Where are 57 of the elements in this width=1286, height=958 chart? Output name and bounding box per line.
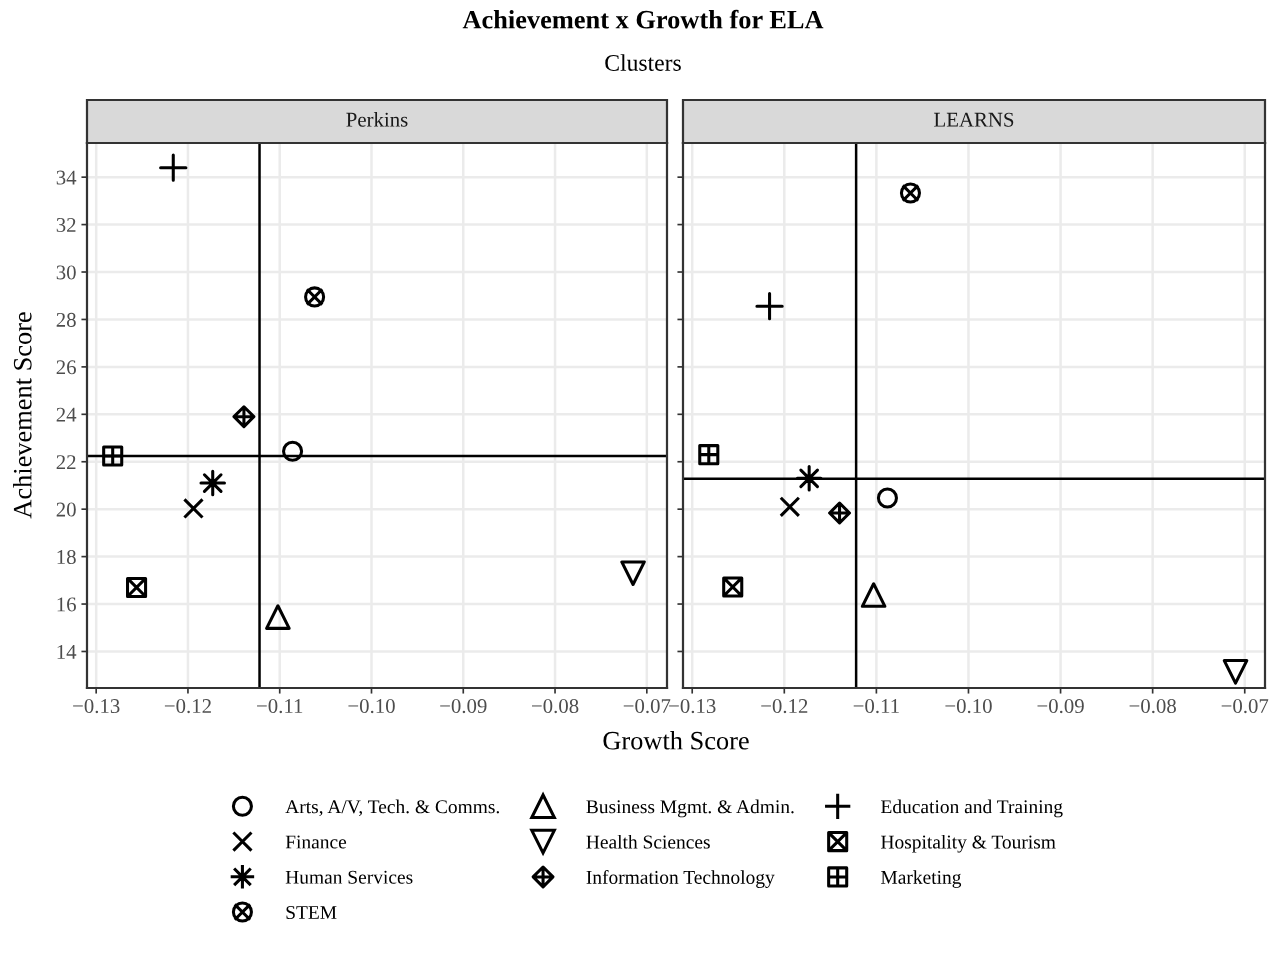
y-axis-title: Achievement Score <box>13 312 32 519</box>
x-tick-label: −0.10 <box>945 699 992 714</box>
point <box>828 501 852 525</box>
y-tick-label: 24 <box>56 407 77 422</box>
point <box>620 560 646 587</box>
y-tick-label: 22 <box>56 455 76 469</box>
y-tick-label: 28 <box>56 312 76 327</box>
x-tick-label: −0.09 <box>1037 699 1084 714</box>
x-tick-label: −0.12 <box>761 699 808 714</box>
y-tick-label: 14 <box>57 644 77 659</box>
point <box>126 576 148 598</box>
legend-label: Finance <box>285 835 347 849</box>
legend-label: STEM <box>286 905 337 920</box>
point <box>795 465 823 492</box>
y-tick-label: 34 <box>56 170 77 185</box>
text: Perkins <box>346 112 408 127</box>
point <box>102 445 124 467</box>
y-tick-label: 20 <box>56 502 76 517</box>
x-tick-label: −0.08 <box>1129 699 1176 714</box>
x-axis-title: Growth Score <box>603 731 749 750</box>
text: LEARNS <box>934 112 1014 127</box>
point <box>232 405 256 429</box>
legend-label: Arts, A/V, Tech. & Comms. <box>285 799 499 817</box>
point <box>860 582 887 608</box>
point <box>722 576 744 598</box>
point <box>899 182 922 204</box>
point <box>755 292 784 321</box>
x-tick-label: −0.13 <box>669 699 716 714</box>
legend-label: Human Services <box>285 870 413 884</box>
legend-label: Education and Training <box>881 799 1063 818</box>
x-tick-label: −0.09 <box>440 699 487 714</box>
y-tick-label: 30 <box>56 265 76 280</box>
point <box>1222 659 1249 685</box>
chart-title: Achievement x Growth for ELA <box>462 9 824 29</box>
point <box>304 286 326 308</box>
chart-subtitle: Clusters <box>605 54 681 71</box>
x-tick-label: −0.13 <box>73 699 120 714</box>
point <box>159 153 188 182</box>
legend-label: Hospitality & Tourism <box>881 834 1056 853</box>
point <box>199 469 226 497</box>
y-tick-label: 18 <box>57 549 76 565</box>
legend-label: Health Sciences <box>586 834 710 849</box>
x-tick-label: −0.11 <box>257 699 303 714</box>
point <box>698 444 720 466</box>
point <box>265 604 291 630</box>
x-tick-label: −0.12 <box>164 699 211 714</box>
legend-label: Information Technology <box>586 870 775 888</box>
x-tick-label: −0.07 <box>1221 699 1269 714</box>
x-tick-label: −0.08 <box>531 699 579 714</box>
y-tick-label: 16 <box>57 597 76 612</box>
x-tick-label: −0.11 <box>853 699 899 714</box>
x-tick-label: −0.07 <box>623 699 671 714</box>
y-tick-label: 26 <box>56 360 76 375</box>
legend-label: Marketing <box>881 870 962 888</box>
legend-label: Business Mgmt. & Admin. <box>586 799 794 818</box>
x-tick-label: −0.10 <box>348 699 395 714</box>
y-tick-label: 32 <box>56 218 76 233</box>
